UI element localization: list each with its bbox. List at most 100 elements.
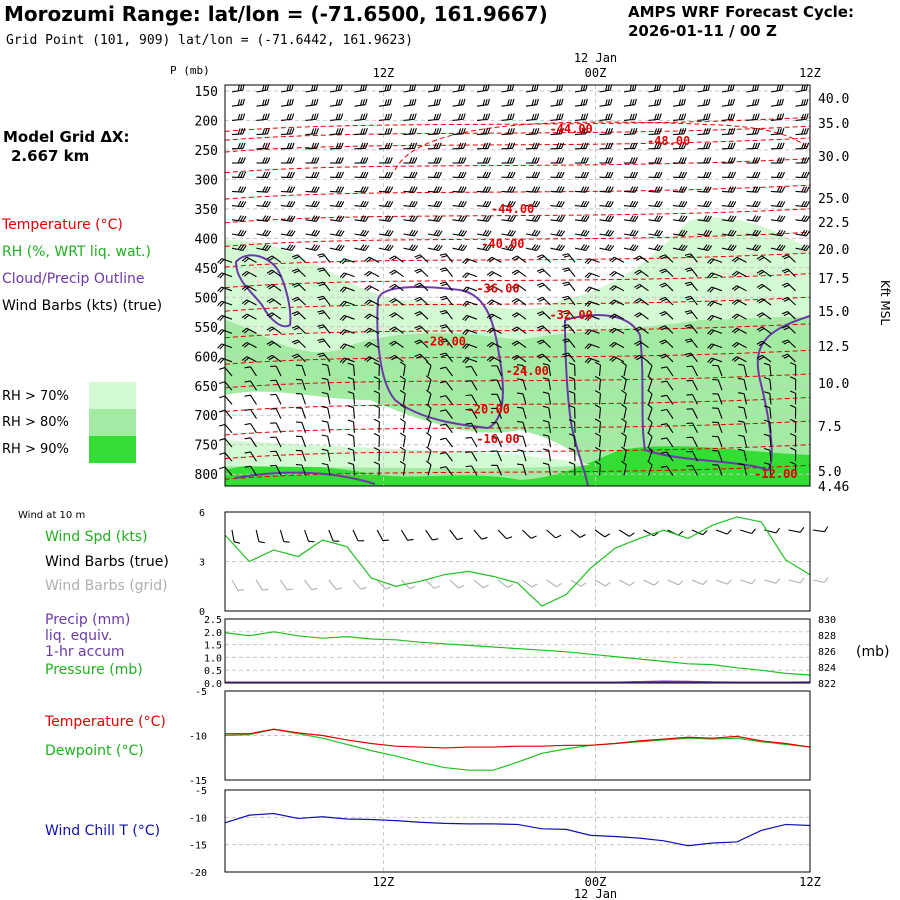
wind-barb-feather xyxy=(586,287,592,293)
wind-barb-feather xyxy=(433,215,438,221)
wind-barb-feather xyxy=(433,171,438,178)
wind-barb-true xyxy=(522,529,532,539)
wind-barb-feather xyxy=(486,256,493,262)
wind-barb-feather xyxy=(373,447,380,451)
wind-barb-feather xyxy=(707,230,713,237)
wind-barb-feather xyxy=(703,99,706,106)
wind-barb-feather xyxy=(241,327,248,333)
wind-barb-feather xyxy=(416,341,423,345)
wind-barb-feather xyxy=(384,128,388,135)
wind-barb-feather xyxy=(752,200,757,207)
wind-barb xyxy=(471,408,478,419)
wind-barb-feather xyxy=(465,436,472,439)
wind-barb xyxy=(427,450,432,462)
pressure-tick-label: 826 xyxy=(818,647,836,658)
wind-barb-feather xyxy=(783,255,790,260)
wind-barb-feather xyxy=(244,437,251,440)
wind-barb xyxy=(378,104,390,107)
wind-barb-feather xyxy=(335,200,340,207)
wind-barb-feather xyxy=(538,355,545,359)
wind-barb-feather xyxy=(509,128,513,135)
wind-barb-feather xyxy=(488,357,495,362)
wind-barb-feather xyxy=(779,171,783,178)
windchill-tick-label: -10 xyxy=(189,813,207,824)
wind-barb-feather xyxy=(563,283,570,287)
wind-barb-feather xyxy=(558,113,562,120)
wind-barb-grid xyxy=(764,579,777,584)
wind-barb-true-feather xyxy=(258,541,265,544)
wind-barb-feather xyxy=(654,215,659,221)
wind-barb xyxy=(501,89,513,93)
wind-barb-feather xyxy=(656,99,660,106)
wind-barb-feather xyxy=(266,157,271,164)
wind-barb-feather xyxy=(556,186,560,193)
wind-barb-feather xyxy=(339,272,345,278)
wind-barb-feather xyxy=(511,201,516,208)
wind-barb xyxy=(648,89,660,93)
wind-barb-feather xyxy=(730,113,733,120)
wind-barb-feather xyxy=(634,113,638,120)
legend-rh80-label: RH > 80% xyxy=(2,415,69,430)
wind-barb-feather xyxy=(413,186,418,193)
wind-barb-feather xyxy=(634,326,640,331)
wind-barb-feather xyxy=(488,343,495,348)
wind-barb-feather xyxy=(438,127,442,135)
wind-barb-feather xyxy=(781,157,785,164)
wind-barb-feather xyxy=(752,186,756,193)
wind-barb-feather xyxy=(580,142,584,149)
wind-barb-feather xyxy=(389,255,395,260)
wind-barb-feather xyxy=(291,201,296,208)
wind-barb-feather xyxy=(409,157,413,164)
wind-barb-feather xyxy=(647,375,653,381)
wind-barb-grid xyxy=(667,579,679,586)
wind-barb-feather xyxy=(731,299,738,305)
wind-barb-feather xyxy=(611,343,617,348)
wind-barb xyxy=(598,435,602,448)
wind-barb xyxy=(525,104,537,107)
wind-barb-feather xyxy=(411,200,416,207)
wind-barb-feather xyxy=(654,84,657,92)
wind-barb-feather xyxy=(763,362,771,366)
height-tick-label: 35.0 xyxy=(818,117,849,132)
wind-barb-feather xyxy=(219,301,225,307)
wind-barb-feather xyxy=(458,142,462,149)
wind-barb-feather xyxy=(705,215,710,222)
wind-barb-feather xyxy=(441,354,448,358)
wind-barb-feather xyxy=(435,99,439,106)
pressure-tick-label: 750 xyxy=(195,439,218,454)
wind-barb-feather xyxy=(536,98,539,105)
wind-barb-feather xyxy=(507,157,511,164)
height-tick-label: 25.0 xyxy=(818,192,849,207)
wind-barb-feather xyxy=(585,201,590,208)
wind-barb-feather xyxy=(779,200,783,207)
wind-barb-feather xyxy=(317,267,324,271)
wind-barb-feather xyxy=(705,128,709,135)
wind10m-barbs-grid xyxy=(231,577,829,591)
windchill-tick-label: -5 xyxy=(195,786,207,797)
wind-barb-feather xyxy=(789,404,796,409)
wind-barb-true xyxy=(570,529,581,538)
wind-barb-feather xyxy=(779,186,783,193)
wind-barb-feather xyxy=(289,142,293,149)
temperature-contour-label: -48.00 xyxy=(647,134,690,148)
wind-barb xyxy=(648,118,660,121)
wind-barb-feather xyxy=(399,389,406,395)
wind-barb xyxy=(452,118,464,121)
wind-barb-feather xyxy=(433,99,437,106)
wind-barb xyxy=(647,379,653,391)
wind-barb-feather xyxy=(364,342,370,347)
wind-barb xyxy=(452,133,464,136)
wind-barb-feather xyxy=(441,311,448,315)
wind-barb-feather xyxy=(311,200,316,207)
wind-barb-feather xyxy=(311,128,315,135)
wind-barb-feather xyxy=(703,113,706,120)
model-grid-label: Model Grid ΔX: 2.667 km xyxy=(3,128,130,166)
wind-barb-feather xyxy=(313,171,318,178)
wind-barb-feather xyxy=(731,342,738,347)
wind-barb-feather xyxy=(686,255,693,258)
wind-barb-feather xyxy=(458,244,463,250)
wind-barb-true xyxy=(328,529,334,542)
wind-barb-feather xyxy=(594,375,601,380)
wind-barb-feather xyxy=(413,171,418,178)
wind-barb-feather xyxy=(605,229,610,236)
